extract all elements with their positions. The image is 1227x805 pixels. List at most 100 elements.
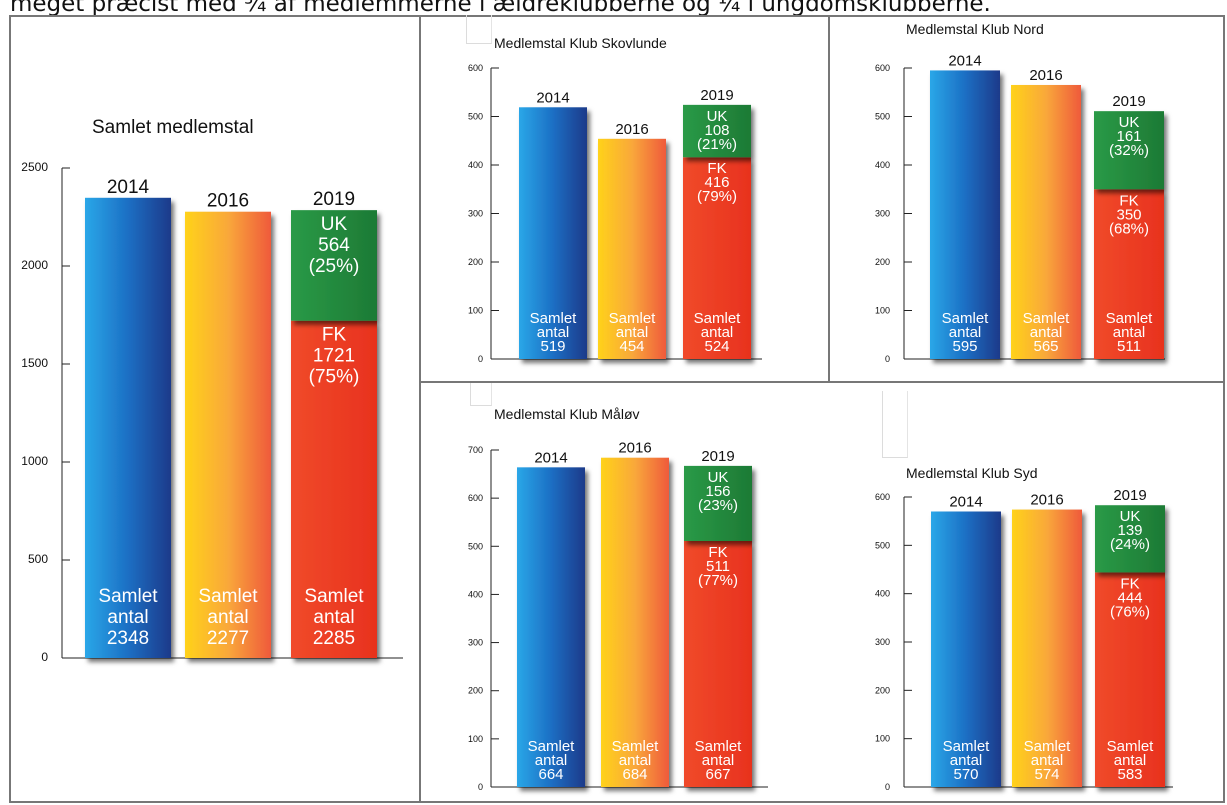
fk-label: FK	[707, 160, 726, 177]
bar-2014	[930, 70, 1000, 360]
y-tick-label: 400	[875, 589, 890, 599]
bar-label-value: 2348	[107, 628, 149, 649]
bar-label-value: 565	[1033, 338, 1058, 355]
uk-pct: (21%)	[697, 136, 737, 153]
panel-corner-box	[882, 391, 908, 458]
y-tick-label: 200	[875, 685, 890, 695]
year-label: 2019	[1112, 93, 1145, 110]
bar-label-antal: antal	[701, 324, 734, 341]
bar-label-samlet: Samlet	[98, 586, 158, 607]
bar-label-samlet: Samlet	[942, 310, 990, 327]
bar-2019-uk	[1095, 505, 1165, 573]
bar-label-samlet: Samlet	[1107, 738, 1155, 755]
chart-title: Medlemstal Klub Syd	[906, 465, 1038, 481]
bar-2014	[519, 107, 587, 359]
bar-label-antal: antal	[949, 324, 982, 341]
bar-label-antal: antal	[535, 752, 568, 769]
bar-label-value: 664	[538, 766, 563, 783]
uk-value: 564	[318, 235, 350, 256]
bar-label-antal: antal	[702, 752, 735, 769]
fk-pct: (68%)	[1109, 220, 1149, 237]
bar-2019-uk	[684, 465, 752, 541]
chart-title: Samlet medlemstal	[92, 117, 254, 138]
bar-label-value: 511	[1117, 338, 1141, 355]
year-label: 2019	[1113, 487, 1146, 504]
vertical-divider-left	[419, 15, 421, 803]
bar-2014	[931, 511, 1001, 787]
uk-label: UK	[321, 214, 348, 235]
bar-2016	[1012, 509, 1082, 787]
vertical-divider-right	[828, 15, 830, 383]
y-tick-label: 300	[875, 637, 890, 647]
chart-title: Medlemstal Klub Måløv	[494, 406, 640, 422]
bar-label-samlet: Samlet	[694, 310, 742, 327]
uk-label: UK	[708, 469, 729, 486]
uk-pct: (25%)	[309, 256, 360, 277]
y-tick-label: 0	[885, 782, 890, 792]
uk-value: 161	[1116, 128, 1141, 145]
bar-2019-fk	[684, 540, 752, 787]
y-tick-label: 600	[875, 63, 890, 73]
fk-pct: (76%)	[1110, 603, 1150, 620]
y-tick-label: 0	[885, 354, 890, 364]
y-tick-label: 600	[875, 492, 890, 502]
bar-label-value: 519	[540, 338, 565, 355]
bar-label-samlet: Samlet	[198, 586, 258, 607]
y-tick-label: 200	[468, 257, 483, 267]
year-label: 2019	[313, 189, 355, 210]
bar-label-value: 454	[619, 338, 644, 355]
chart-title: Medlemstal Klub Nord	[906, 21, 1044, 37]
y-tick-label: 200	[468, 686, 483, 696]
bar-label-value: 524	[704, 338, 729, 355]
uk-pct: (23%)	[698, 497, 738, 514]
chart-grid-frame	[9, 15, 1225, 803]
uk-value: 139	[1117, 522, 1142, 539]
y-tick-label: 2000	[21, 258, 48, 272]
bar-2016	[598, 138, 666, 359]
fk-pct: (77%)	[698, 572, 738, 589]
year-label: 2014	[536, 89, 569, 106]
uk-pct: (32%)	[1109, 142, 1149, 159]
fk-label: FK	[1119, 192, 1138, 209]
fk-pct: (75%)	[309, 367, 360, 388]
chart-title: Medlemstal Klub Skovlunde	[494, 35, 667, 51]
bar-label-value: 2277	[207, 628, 249, 649]
year-label: 2016	[1029, 67, 1062, 84]
bar-label-antal: antal	[107, 607, 148, 628]
bar-2019-fk	[1095, 572, 1165, 787]
y-tick-label: 2500	[21, 160, 48, 174]
y-tick-label: 400	[468, 160, 483, 170]
bar-2019-fk	[1094, 189, 1164, 359]
bar-2019-uk	[683, 104, 751, 158]
y-tick-label: 400	[468, 589, 483, 599]
y-tick-label: 300	[875, 209, 890, 219]
y-tick-label: 100	[468, 734, 483, 744]
year-label: 2014	[948, 52, 981, 69]
bar-2019-uk	[1094, 111, 1164, 190]
y-tick-label: 0	[478, 782, 483, 792]
y-tick-label: 1000	[21, 454, 48, 468]
bar-2019-uk	[291, 210, 377, 321]
fk-label: FK	[322, 325, 347, 346]
uk-label: UK	[1119, 114, 1140, 131]
year-label: 2016	[615, 121, 648, 138]
year-label: 2016	[207, 191, 249, 212]
bar-label-value: 574	[1034, 766, 1059, 783]
uk-label: UK	[707, 108, 728, 125]
bar-label-antal: antal	[1113, 324, 1146, 341]
bar-label-samlet: Samlet	[304, 586, 364, 607]
uk-value: 108	[704, 122, 729, 139]
bar-label-value: 595	[952, 338, 977, 355]
y-tick-label: 600	[468, 493, 483, 503]
fk-label: FK	[708, 544, 727, 561]
y-tick-label: 0	[41, 650, 48, 664]
bar-label-value: 667	[705, 766, 730, 783]
bar-label-samlet: Samlet	[530, 310, 578, 327]
y-tick-label: 100	[468, 306, 483, 316]
bar-label-antal: antal	[950, 752, 983, 769]
fk-pct: (79%)	[697, 188, 737, 205]
